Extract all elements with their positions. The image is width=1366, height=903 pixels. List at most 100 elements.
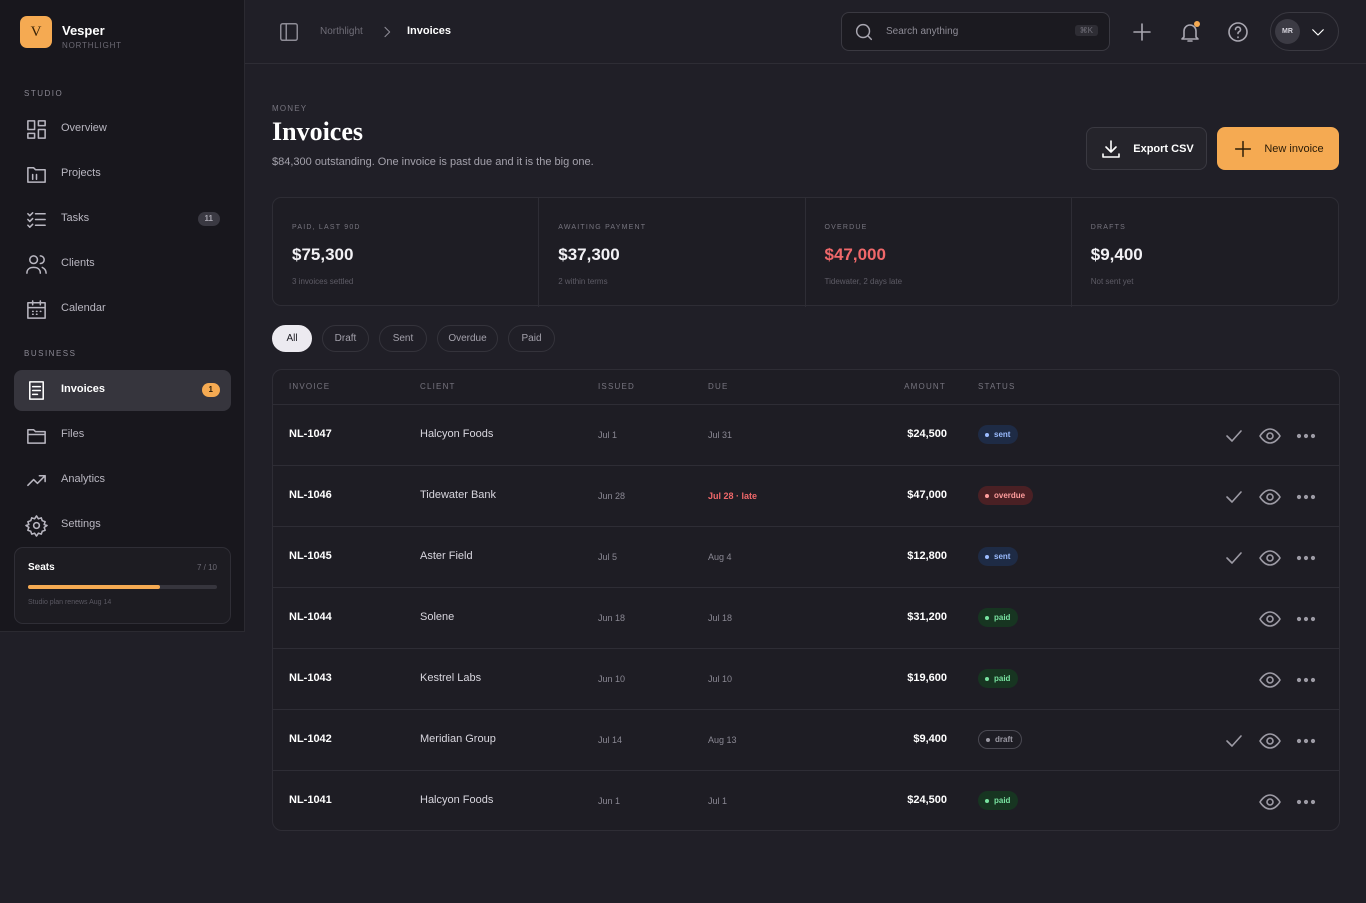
logo: V: [20, 16, 52, 48]
filter-chip[interactable]: Overdue: [437, 325, 498, 352]
notifications[interactable]: [1178, 20, 1202, 44]
stats-card: PAID, LAST 90D $75,300 3 invoices settled A…: [272, 197, 1339, 307]
cell-client: Halcyon Foods: [420, 794, 494, 806]
view[interactable]: [1258, 424, 1282, 448]
status-pill: overdue: [978, 486, 1034, 505]
column-header: AMOUNT: [904, 382, 946, 391]
table-row[interactable]: NL-1041 Halcyon Foods Jun 1 Jul 1 $24,500 pai…: [273, 770, 1339, 830]
mark-paid[interactable]: [1222, 729, 1246, 753]
table-row[interactable]: NL-1047 Halcyon Foods Jul 1 Jul 31 $24,500 se…: [273, 404, 1339, 465]
add-button[interactable]: [1130, 20, 1154, 44]
stat: AWAITING PAYMENT $37,300 2 within terms: [539, 198, 806, 307]
column-header: STATUS: [978, 382, 1016, 391]
more[interactable]: [1294, 668, 1318, 692]
cell-client: Tidewater Bank: [420, 489, 497, 501]
nav: STUDIO Overview Projects Tasks 11 Clients Cale…: [0, 0, 245, 540]
nav-item[interactable]: Analytics: [14, 460, 231, 501]
filter-chip[interactable]: Sent: [379, 325, 427, 352]
column-header: CLIENT: [420, 382, 456, 391]
sidebar: V Vesper NORTHLIGHT STUDIO Overview Projec…: [0, 0, 245, 632]
nav-icon: [27, 167, 46, 183]
nav-item[interactable]: Files: [14, 415, 231, 456]
cell-due: Jul 31: [708, 430, 733, 440]
new-invoice-button[interactable]: New invoice: [1217, 127, 1339, 170]
breadcrumb-current: Invoices: [407, 25, 452, 37]
cell-amount: $19,600: [907, 672, 947, 684]
nav-item[interactable]: Calendar: [14, 289, 231, 330]
nav-label: Analytics: [61, 473, 106, 485]
chevron-down: [1312, 29, 1324, 36]
nav-item[interactable]: Settings: [14, 505, 231, 546]
page-subtitle: $84,300 outstanding. One invoice is past…: [272, 156, 594, 168]
seats-card: Seats 7 / 10 Studio plan renews Aug 14: [14, 547, 231, 624]
mark-paid[interactable]: [1222, 424, 1246, 448]
mark-paid[interactable]: [1222, 546, 1246, 570]
table-row[interactable]: NL-1043 Kestrel Labs Jun 10 Jul 10 $19,600 pa…: [273, 648, 1339, 709]
table-row[interactable]: NL-1045 Aster Field Jul 5 Aug 4 $12,800 sent: [273, 526, 1339, 587]
help[interactable]: [1226, 20, 1250, 44]
cell-amount: $24,500: [907, 428, 947, 440]
seats-title: Seats: [28, 562, 55, 573]
seats-track: [28, 585, 217, 589]
nav-label: Projects: [61, 167, 101, 179]
view[interactable]: [1258, 485, 1282, 509]
view[interactable]: [1258, 546, 1282, 570]
nav-item[interactable]: Overview: [14, 109, 231, 150]
column-header: DUE: [708, 382, 729, 391]
cell-invoice: NL-1043: [289, 672, 332, 684]
cell-invoice: NL-1045: [289, 550, 332, 562]
cell-issued: Jul 5: [598, 552, 618, 562]
mark-paid[interactable]: [1222, 485, 1246, 509]
more[interactable]: [1294, 485, 1318, 509]
avatar: MR: [1275, 19, 1300, 44]
nav-label: Calendar: [61, 302, 106, 314]
more[interactable]: [1294, 546, 1318, 570]
breadcrumb-parent[interactable]: Northlight: [320, 26, 363, 37]
view[interactable]: [1258, 790, 1282, 814]
filter-chip[interactable]: Paid: [508, 325, 555, 352]
account-menu[interactable]: MR: [1270, 12, 1339, 51]
section-title: STUDIO: [24, 89, 64, 98]
search[interactable]: Search anything ⌘K: [841, 12, 1110, 51]
nav-item[interactable]: Projects: [14, 154, 231, 195]
cell-due: Jul 1: [708, 796, 728, 806]
stat-note: Tidewater, 2 days late: [824, 277, 903, 286]
cell-client: Meridian Group: [420, 733, 496, 745]
stat-value: $75,300: [292, 245, 354, 264]
cell-invoice: NL-1042: [289, 733, 332, 745]
stat-note: 2 within terms: [558, 277, 608, 286]
table-row[interactable]: NL-1044 Solene Jun 18 Jul 18 $31,200 paid: [273, 587, 1339, 648]
cell-issued: Jul 1: [598, 430, 618, 440]
cell-invoice: NL-1041: [289, 794, 332, 806]
more[interactable]: [1294, 424, 1318, 448]
invoice-table: INVOICE CLIENT ISSUED DUE AMOUNT STATUS NL-104…: [272, 369, 1340, 831]
status-pill: paid: [978, 608, 1019, 627]
nav-icon: [27, 474, 46, 487]
stat: DRAFTS $9,400 Not sent yet: [1072, 198, 1338, 307]
stat-label: PAID, LAST 90D: [292, 224, 361, 231]
nav-item[interactable]: Clients: [14, 244, 231, 285]
view[interactable]: [1258, 729, 1282, 753]
nav-item[interactable]: Invoices 1: [14, 370, 231, 411]
sidebar-toggle[interactable]: [278, 21, 300, 43]
stat-value: $47,000: [824, 245, 886, 264]
cell-client: Aster Field: [420, 550, 473, 562]
download-icon: [1102, 139, 1121, 158]
more[interactable]: [1294, 729, 1318, 753]
status-pill: paid: [978, 669, 1019, 688]
nav-label: Tasks: [61, 212, 90, 224]
filter-chip[interactable]: Draft: [322, 325, 369, 352]
more[interactable]: [1294, 790, 1318, 814]
view[interactable]: [1258, 668, 1282, 692]
export-button[interactable]: Export CSV: [1086, 127, 1207, 170]
table-row[interactable]: NL-1042 Meridian Group Jul 14 Aug 13 $9,400 d…: [273, 709, 1339, 770]
export-label: Export CSV: [1133, 142, 1194, 155]
cell-client: Kestrel Labs: [420, 672, 482, 684]
filter-chip[interactable]: All: [272, 325, 312, 352]
nav-item[interactable]: Tasks 11: [14, 199, 231, 240]
view[interactable]: [1258, 607, 1282, 631]
table-row[interactable]: NL-1046 Tidewater Bank Jun 28 Jul 28 · late…: [273, 465, 1339, 526]
more[interactable]: [1294, 607, 1318, 631]
cell-due: Jul 18: [708, 613, 733, 623]
cell-invoice: NL-1044: [289, 611, 332, 623]
